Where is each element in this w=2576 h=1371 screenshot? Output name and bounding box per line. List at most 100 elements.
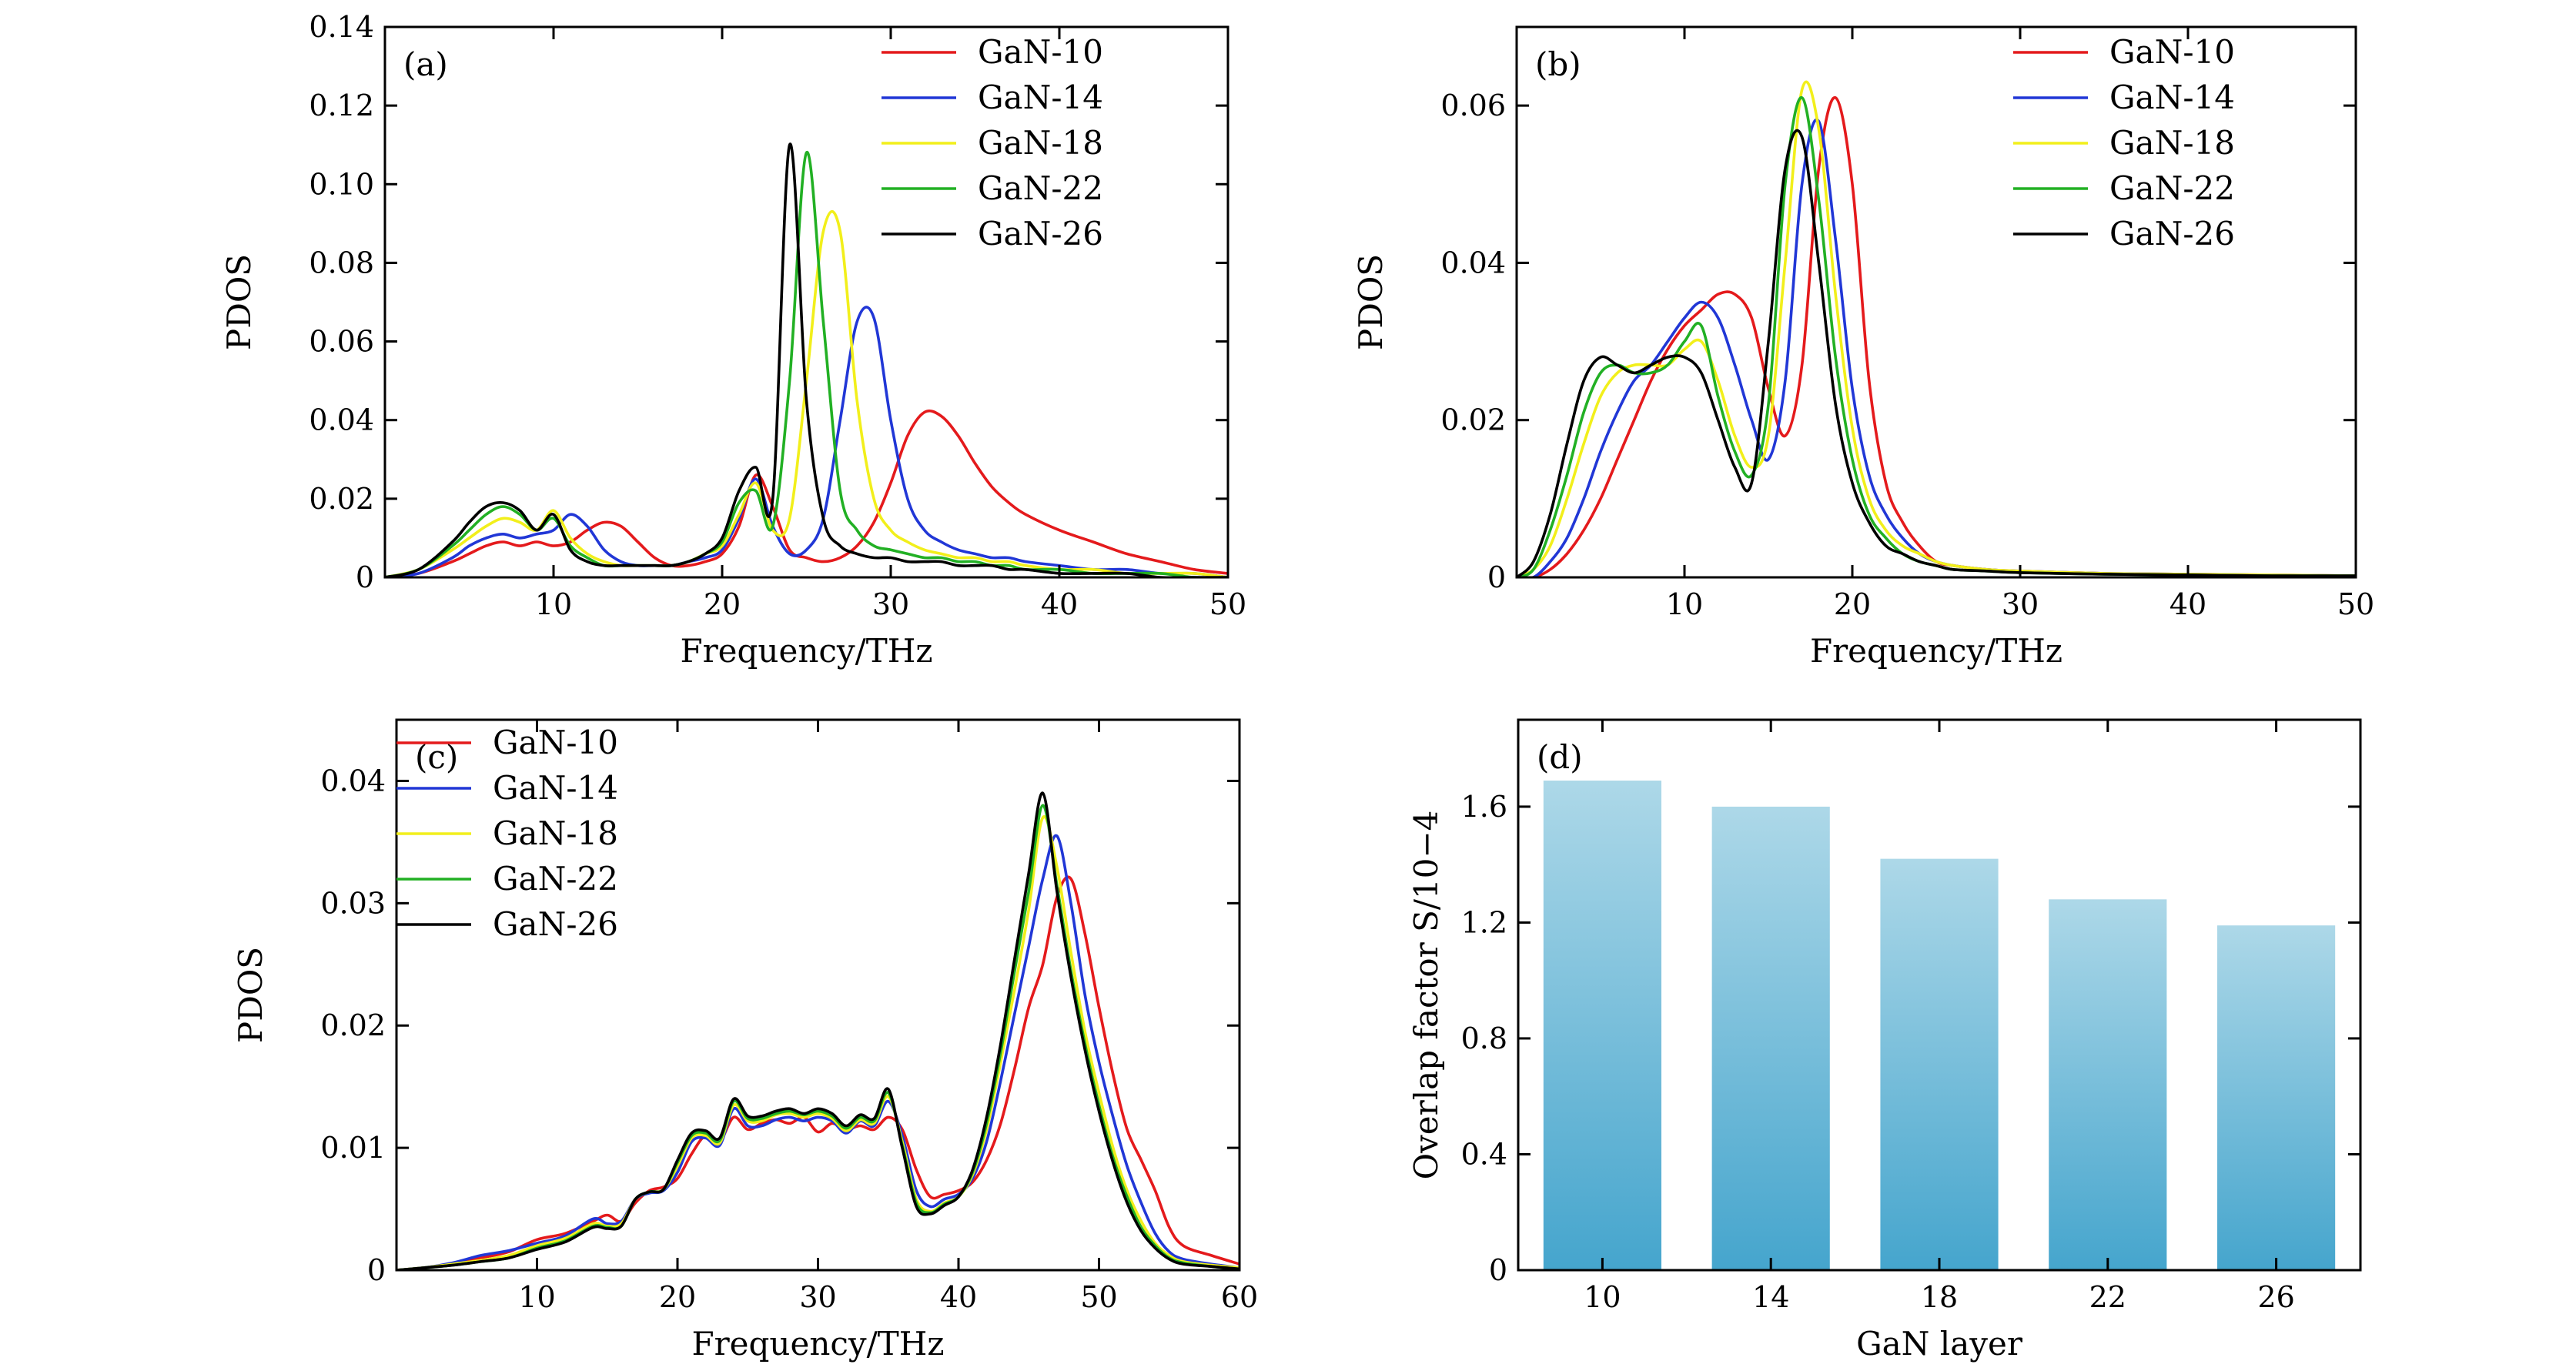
y-tick-label: 1.6: [1461, 790, 1507, 824]
y-tick-label: 0.04: [1440, 246, 1506, 279]
y-tick-label: 0: [1489, 1253, 1507, 1287]
legend-entry: GaN-14: [493, 769, 618, 807]
panel-a: 10 20 30 40 50 0 0.02 0.04 0.06 0.08 0.10 0.12 0.14 F…: [220, 10, 1246, 670]
y-tick-label: 0: [367, 1253, 386, 1287]
series-line-gan-10: [385, 409, 1228, 577]
legend-entry: GaN-10: [978, 33, 1103, 71]
plot-frame: [1515, 25, 2357, 579]
panel-c-series: [396, 791, 1239, 1270]
panel-tag: (c): [415, 738, 458, 776]
panel-a-series: [385, 142, 1228, 577]
legend-entry: GaN-22: [2109, 169, 2235, 207]
x-axis-label: Frequency/THz: [1810, 632, 2062, 670]
x-tick-label: 10: [1666, 587, 1703, 621]
x-tick-label: 20: [1834, 587, 1871, 621]
series-line-gan-26: [1517, 129, 2356, 577]
panel-tag: (b): [1535, 45, 1581, 83]
panel-d: 10 14 18 22 26 0 0.4 0.8 1.2 1.6 GaN layer Overlap …: [1407, 718, 2362, 1363]
series-line-gan-26: [396, 791, 1239, 1270]
x-tick-label: 20: [659, 1280, 696, 1314]
x-tick-label: 10: [535, 587, 572, 621]
y-axis-label: PDOS: [1352, 254, 1390, 350]
legend-entry: GaN-10: [2109, 33, 2235, 71]
x-axis-label: Frequency/THz: [691, 1325, 944, 1363]
y-axis-label: PDOS: [220, 254, 258, 350]
x-tick-label: 26: [2257, 1280, 2294, 1314]
y-axis-label: Overlap factor S/10−4: [1407, 811, 1445, 1180]
legend-entry: GaN-18: [2109, 124, 2235, 162]
x-tick-label: 30: [2002, 587, 2039, 621]
legend-entry: GaN-18: [493, 814, 618, 852]
series-line-gan-22: [385, 151, 1228, 577]
legend-entry: GaN-22: [493, 860, 618, 898]
panel-c: 10 20 30 40 50 60 0 0.01 0.02 0.03 0.04 Frequency/T…: [232, 718, 1258, 1363]
y-tick-label: 0.8: [1461, 1022, 1507, 1055]
legend-entry: GaN-18: [978, 124, 1103, 162]
legend-entry: GaN-26: [493, 905, 618, 943]
panel-tag: (d): [1537, 738, 1583, 776]
x-axis-label: Frequency/THz: [680, 632, 932, 670]
plot-frame: [1517, 718, 2362, 1272]
legend-entry: GaN-10: [493, 724, 618, 761]
x-tick-label: 22: [2089, 1280, 2126, 1314]
y-tick-label: 0.04: [309, 403, 374, 437]
y-tick-label: 0: [356, 560, 374, 594]
y-tick-label: 0.02: [1440, 403, 1506, 437]
x-axis-label: GaN layer: [1856, 1325, 2023, 1363]
y-tick-label: 0: [1487, 560, 1506, 594]
series-line-gan-26: [385, 142, 1228, 577]
y-tick-label: 0.02: [320, 1008, 386, 1042]
series-line-gan-10: [396, 875, 1239, 1270]
x-tick-label: 40: [2170, 587, 2206, 621]
panel-b: 10 20 30 40 50 0 0.02 0.04 0.06 Frequency/THz PDOS…: [1352, 25, 2374, 670]
x-tick-label: 10: [518, 1280, 555, 1314]
y-tick-label: 1.2: [1461, 905, 1507, 939]
y-tick-label: 0.10: [309, 167, 374, 201]
y-tick-label: 0.04: [320, 764, 386, 798]
x-tick-label: 40: [940, 1280, 977, 1314]
bar-14: [1711, 806, 1830, 1270]
x-tick-label: 60: [1221, 1280, 1258, 1314]
series-line-gan-14: [385, 306, 1228, 577]
legend-entry: GaN-14: [978, 79, 1103, 116]
bar-10: [1543, 781, 1661, 1270]
bar-18: [1880, 858, 1999, 1270]
x-tick-label: 14: [1752, 1280, 1789, 1314]
plot-frame: [383, 25, 1229, 579]
x-tick-label: 20: [704, 587, 741, 621]
series-line-gan-14: [396, 834, 1239, 1270]
y-tick-label: 0.01: [320, 1131, 386, 1165]
series-line-gan-18: [396, 815, 1239, 1270]
y-tick-label: 0.03: [320, 886, 386, 920]
panel-b-series: [1517, 80, 2356, 577]
x-tick-label: 18: [1921, 1280, 1958, 1314]
legend: GaN-10 GaN-14 GaN-18 GaN-22 GaN-26: [396, 724, 618, 943]
x-tick-label: 50: [1080, 1280, 1117, 1314]
panel-tag: (a): [403, 45, 448, 83]
bar-22: [2049, 899, 2167, 1270]
x-tick-label: 30: [799, 1280, 836, 1314]
y-axis-label: PDOS: [232, 947, 269, 1043]
legend-entry: GaN-14: [2109, 79, 2235, 116]
bar-26: [2217, 925, 2336, 1270]
x-tick-label: 50: [1209, 587, 1246, 621]
x-tick-label: 50: [2337, 587, 2374, 621]
legend: GaN-10 GaN-14 GaN-18 GaN-22 GaN-26: [2013, 33, 2235, 252]
legend-entry: GaN-26: [978, 215, 1103, 252]
x-tick-label: 40: [1041, 587, 1078, 621]
y-tick-label: 0.06: [1440, 89, 1506, 122]
legend-entry: GaN-22: [978, 169, 1103, 207]
y-tick-label: 0.14: [309, 10, 374, 44]
bars: [1543, 781, 2336, 1270]
y-tick-label: 0.12: [309, 89, 374, 122]
legend: GaN-10 GaN-14 GaN-18 GaN-22 GaN-26: [882, 33, 1103, 252]
y-tick-label: 0.06: [309, 325, 374, 359]
x-tick-label: 10: [1584, 1280, 1621, 1314]
x-tick-label: 30: [872, 587, 909, 621]
y-tick-label: 0.08: [309, 246, 374, 279]
legend-entry: GaN-26: [2109, 215, 2235, 252]
series-line-gan-18: [1517, 80, 2356, 577]
y-tick-label: 0.4: [1461, 1137, 1507, 1171]
y-tick-label: 0.02: [309, 482, 374, 516]
